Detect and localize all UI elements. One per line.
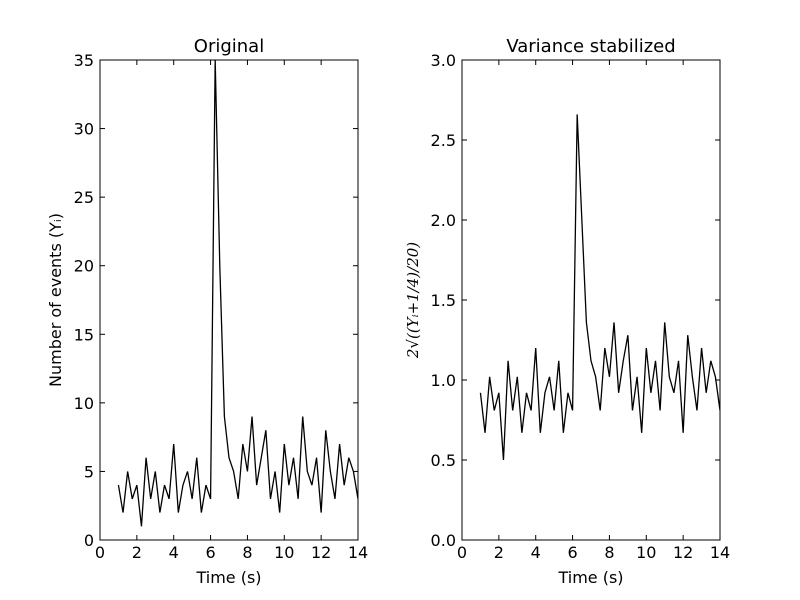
y-tick-label: 20 xyxy=(74,257,94,276)
y-tick-label: 0 xyxy=(84,531,94,550)
y-tick-label: 5 xyxy=(84,462,94,481)
y-tick-label: 15 xyxy=(74,325,94,344)
y-tick-label: 35 xyxy=(74,51,94,70)
x-axis-label: Time (s) xyxy=(195,568,261,587)
x-tick-label: 12 xyxy=(673,543,693,562)
plot-lines xyxy=(479,114,720,461)
y-tick-label: 0.0 xyxy=(431,531,456,550)
y-tick-label: 30 xyxy=(74,120,94,139)
y-tick-label: 1.5 xyxy=(431,291,456,310)
plot-area xyxy=(462,60,720,540)
axes-frame xyxy=(99,59,359,541)
y-tick-label: 3.0 xyxy=(431,51,456,70)
data-line xyxy=(117,60,358,527)
y-axis-label: Number of events (Yᵢ) xyxy=(46,213,65,387)
x-tick-label: 0 xyxy=(457,543,467,562)
x-tick-label: 12 xyxy=(311,543,331,562)
subplot: 0 2 4 6 8 10 12 14 0 5 10 15 20 25 30 35 Original Time (s… xyxy=(46,36,368,587)
y-tick-label: 1.0 xyxy=(431,371,456,390)
plot-area xyxy=(100,60,358,540)
x-tick-label: 4 xyxy=(169,543,179,562)
x-tick-label: 2 xyxy=(494,543,504,562)
x-tick-label: 6 xyxy=(205,543,215,562)
x-axis-label: Time (s) xyxy=(557,568,623,587)
y-tick-label: 25 xyxy=(74,188,94,207)
x-tick-label: 10 xyxy=(636,543,656,562)
x-tick-label: 2 xyxy=(132,543,142,562)
y-tick-label: 10 xyxy=(74,394,94,413)
subplot-title: Original xyxy=(194,36,264,57)
y-tick-label: 0.5 xyxy=(431,451,456,470)
y-axis-label: 2√((Yᵢ+1/4)/20) xyxy=(404,242,422,359)
x-tick-label: 0 xyxy=(95,543,105,562)
subplot: 0 2 4 6 8 10 12 14 0.0 0.5 1.0 1.5 2.0 2.5 3.0 Variance… xyxy=(404,36,730,587)
x-tick-label: 4 xyxy=(531,543,541,562)
y-tick-label: 2.0 xyxy=(431,211,456,230)
y-tick-label: 2.5 xyxy=(431,131,456,150)
x-tick-label: 14 xyxy=(710,543,730,562)
subplot-title: Variance stabilized xyxy=(506,36,675,57)
x-tick-label: 14 xyxy=(348,543,368,562)
x-tick-label: 8 xyxy=(604,543,614,562)
x-tick-label: 8 xyxy=(242,543,252,562)
x-tick-label: 10 xyxy=(274,543,294,562)
x-tick-label: 6 xyxy=(567,543,577,562)
plot-lines xyxy=(117,60,358,527)
data-line xyxy=(479,114,720,461)
